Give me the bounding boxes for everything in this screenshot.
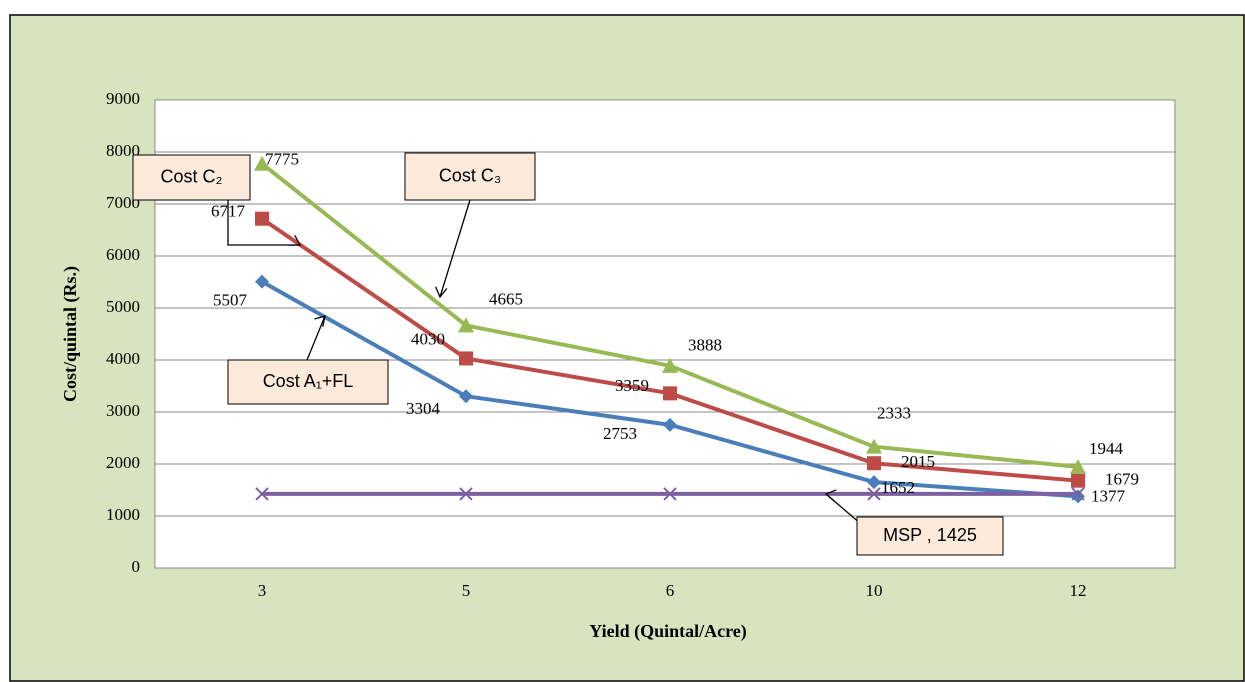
marker	[459, 487, 473, 501]
marker	[662, 357, 678, 373]
y-tick-label: 5000	[106, 297, 140, 316]
marker	[255, 211, 269, 226]
marker	[1070, 458, 1086, 474]
callout-arrow	[439, 199, 471, 298]
data-label: 2333	[877, 404, 911, 423]
marker	[1071, 473, 1085, 488]
x-tick-label: 10	[866, 581, 883, 600]
y-tick-label: 4000	[106, 349, 140, 368]
data-label: 2753	[603, 424, 637, 443]
data-label: 3888	[688, 336, 722, 355]
marker	[254, 155, 270, 171]
x-tick-label: 12	[1070, 581, 1087, 600]
arrow-head	[288, 235, 302, 246]
data-label: 2015	[901, 452, 935, 471]
y-tick-label: 8000	[106, 141, 140, 160]
y-tick-label: 6000	[106, 245, 140, 264]
data-label: 3304	[406, 399, 441, 418]
data-label: 1944	[1089, 439, 1124, 458]
data-label: 1679	[1105, 470, 1139, 489]
callout-arrow	[227, 200, 300, 246]
marker	[663, 386, 677, 401]
y-tick-label: 0	[132, 557, 141, 576]
marker	[867, 487, 881, 501]
marker	[255, 274, 269, 289]
marker	[459, 351, 473, 366]
x-tick-label: 5	[462, 581, 471, 600]
data-label: 7775	[265, 150, 299, 169]
callout-box	[227, 359, 389, 405]
marker	[663, 487, 677, 501]
callout-arrow	[306, 315, 326, 361]
data-label: 1377	[1091, 486, 1126, 505]
callout-box	[132, 154, 251, 201]
arrow-head	[435, 286, 448, 299]
y-tick-label: 2000	[106, 453, 140, 472]
callout-box	[856, 516, 1004, 556]
arrow-head	[314, 315, 326, 327]
marker	[663, 417, 677, 432]
marker	[255, 487, 269, 501]
y-axis-title: Cost/quintal (Rs.)	[60, 266, 81, 402]
marker	[867, 475, 881, 490]
y-tick-label: 1000	[106, 505, 140, 524]
marker	[459, 389, 473, 404]
callout-box	[404, 152, 536, 201]
data-label: 1652	[881, 478, 915, 497]
marker	[867, 456, 881, 471]
callout-label: Cost C₃	[439, 165, 501, 185]
data-label: 3359	[615, 376, 649, 395]
callout-label: Cost A₁+FL	[263, 371, 354, 391]
data-label: 4030	[411, 329, 445, 348]
x-axis-title: Yield (Quintal/Acre)	[589, 621, 746, 642]
y-tick-label: 7000	[106, 193, 140, 212]
callout-label: MSP , 1425	[883, 525, 977, 545]
y-tick-label: 3000	[106, 401, 140, 420]
marker	[458, 317, 474, 333]
marker	[1071, 487, 1085, 501]
callout-label: Cost C₂	[161, 166, 223, 186]
marker	[1071, 489, 1085, 504]
data-label: 4665	[489, 289, 523, 308]
arrow-head	[824, 489, 837, 502]
data-label: 5507	[213, 291, 248, 310]
y-tick-label: 9000	[106, 89, 140, 108]
x-tick-label: 3	[258, 581, 267, 600]
marker	[866, 438, 882, 454]
x-tick-label: 6	[666, 581, 675, 600]
